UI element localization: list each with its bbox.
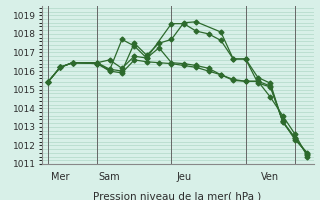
Text: Ven: Ven: [261, 172, 279, 182]
Text: Pression niveau de la mer( hPa ): Pression niveau de la mer( hPa ): [93, 192, 262, 200]
Text: Mer: Mer: [51, 172, 69, 182]
Text: Sam: Sam: [99, 172, 120, 182]
Text: Jeu: Jeu: [176, 172, 191, 182]
